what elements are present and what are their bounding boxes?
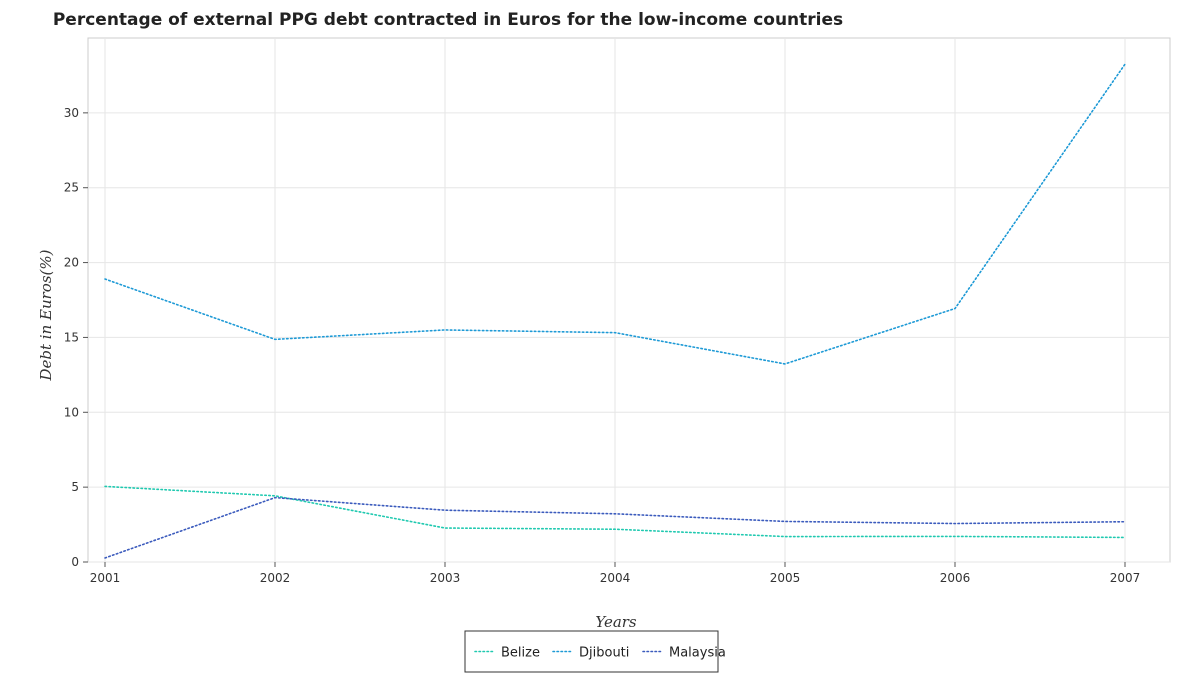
legend-label: Djibouti (579, 646, 629, 661)
x-tick-label: 2001 (90, 571, 121, 585)
legend-label: Belize (501, 646, 540, 661)
legend-box (464, 630, 719, 673)
y-tick-label: 5 (71, 480, 79, 494)
y-axis-ticks: 0 5 10 15 20 25 30 (64, 106, 88, 569)
series-line-djibouti (104, 63, 1126, 365)
y-tick-label: 25 (64, 181, 79, 195)
series-line-malaysia (104, 496, 1126, 559)
legend: Belize Djibouti Malaysia (464, 630, 726, 673)
chart-title: Percentage of external PPG debt contract… (53, 10, 843, 30)
series-lines (104, 63, 1126, 559)
y-tick-label: 0 (71, 555, 79, 569)
plot-area (87, 37, 1171, 563)
y-axis-label: Debt in Euros(%) (37, 249, 55, 381)
legend-label: Malaysia (669, 646, 726, 661)
y-tick-label: 30 (64, 106, 79, 120)
y-tick-label: 15 (64, 330, 79, 344)
plot-border (87, 37, 1171, 563)
x-axis-ticks: 2001 2002 2003 2004 2005 2006 2007 (90, 562, 1141, 585)
x-axis-label: Years (595, 613, 637, 631)
x-tick-label: 2005 (770, 571, 801, 585)
y-tick-label: 20 (64, 256, 79, 270)
x-tick-label: 2004 (600, 571, 631, 585)
series-line-belize (104, 485, 1126, 539)
x-tick-label: 2007 (1110, 571, 1141, 585)
x-tick-label: 2002 (260, 571, 291, 585)
x-tick-label: 2006 (940, 571, 971, 585)
y-tick-label: 10 (64, 405, 79, 419)
x-tick-label: 2003 (430, 571, 461, 585)
